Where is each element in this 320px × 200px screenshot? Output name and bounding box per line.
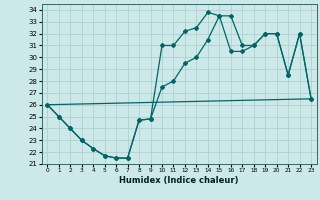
X-axis label: Humidex (Indice chaleur): Humidex (Indice chaleur) bbox=[119, 176, 239, 185]
